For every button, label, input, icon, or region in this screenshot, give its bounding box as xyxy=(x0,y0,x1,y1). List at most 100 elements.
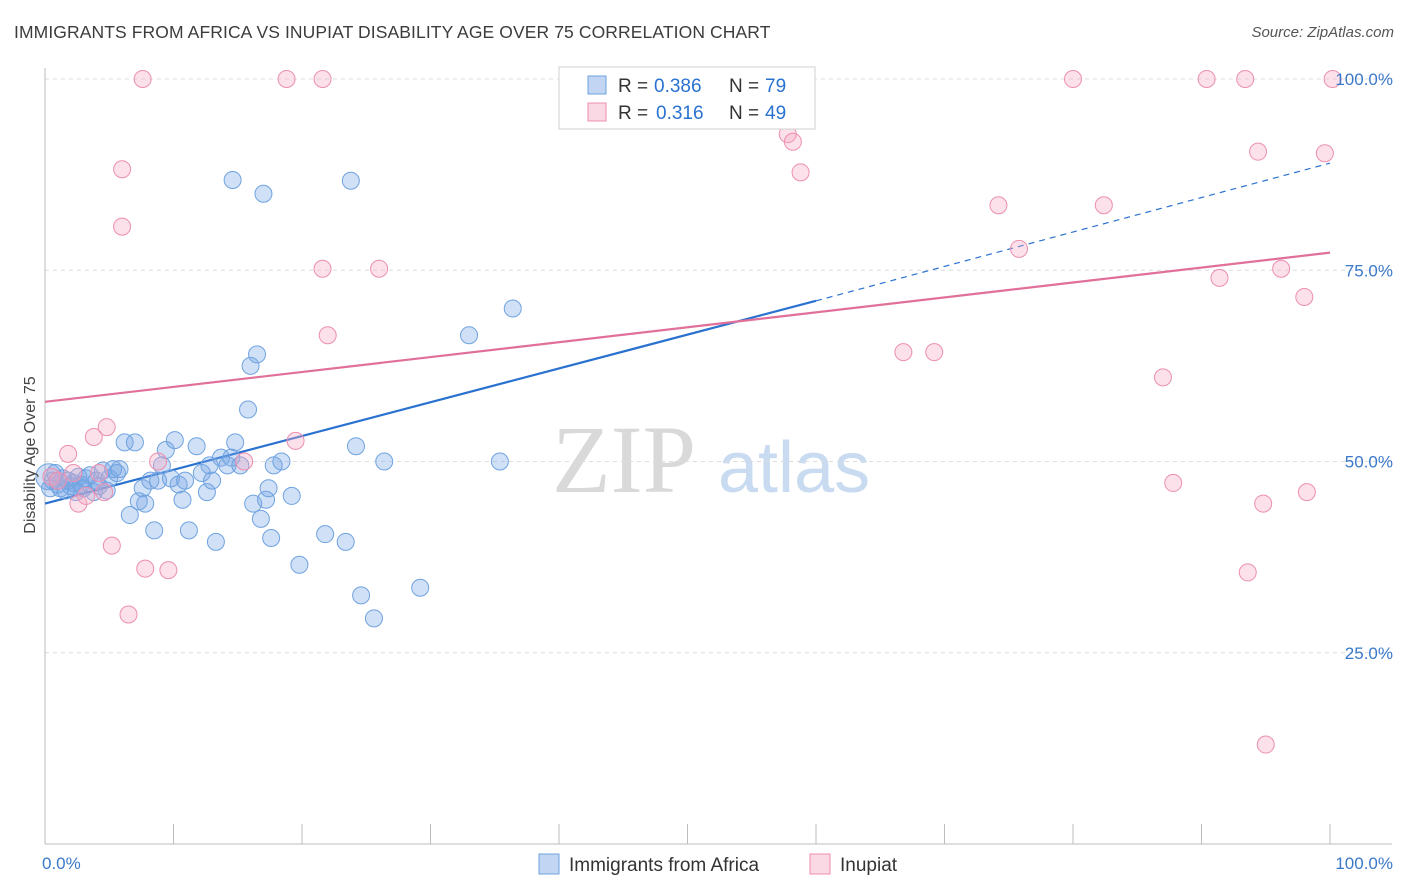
legend-correlation: R = 0.386 N = 79 R = 0.316 N = 49 xyxy=(558,66,816,130)
africa-point xyxy=(262,529,281,547)
africa-point xyxy=(110,460,129,479)
inupiat-point xyxy=(95,483,114,502)
legend-r-label-blue: R = xyxy=(618,76,648,97)
legend-series-label-africa: Immigrants from Africa xyxy=(569,855,759,876)
data-points xyxy=(35,70,1342,754)
africa-point xyxy=(176,471,195,490)
africa-point xyxy=(173,490,192,509)
africa-point xyxy=(120,506,139,525)
inupiat-point xyxy=(159,561,178,580)
africa-point xyxy=(226,433,245,452)
africa-point xyxy=(490,452,509,471)
africa-point xyxy=(115,433,134,452)
africa-point xyxy=(136,494,155,513)
legend-n-label-pink: N = xyxy=(729,103,759,124)
legend-swatch-blue xyxy=(587,75,607,95)
inupiat-point xyxy=(1254,494,1273,513)
africa-point xyxy=(503,299,522,318)
legend-n-value-pink: 49 xyxy=(765,103,786,124)
africa-point xyxy=(133,479,152,498)
chart-title: IMMIGRANTS FROM AFRICA VS INUPIAT DISABI… xyxy=(14,22,771,42)
inupiat-point xyxy=(89,463,108,482)
inupiat-point xyxy=(69,494,88,513)
inupiat-point xyxy=(1323,70,1342,88)
inupiat-point xyxy=(235,452,254,471)
y-tick-label: 50.0% xyxy=(1345,453,1393,472)
africa-point xyxy=(223,170,242,189)
inupiat-point xyxy=(1315,144,1334,163)
legend-r-value-pink: 0.316 xyxy=(656,103,704,124)
inupiat-point xyxy=(136,559,155,578)
africa-point xyxy=(187,437,206,456)
africa-point xyxy=(212,448,231,467)
africa-point xyxy=(282,486,301,505)
inupiat-point xyxy=(119,605,138,624)
watermark-atlas: atlas xyxy=(718,428,870,508)
x-tick-label: 0.0% xyxy=(42,854,81,873)
legend-box xyxy=(558,66,816,130)
inupiat-point xyxy=(1256,735,1275,754)
inupiat-point xyxy=(1249,142,1268,161)
africa-point xyxy=(206,532,225,551)
chart-source: Source: ZipAtlas.com xyxy=(1251,24,1394,41)
tick-labels: 25.0% 50.0% 75.0% 100.0% 0.0% 100.0% xyxy=(42,70,1393,873)
y-tick-label: 25.0% xyxy=(1345,644,1393,663)
legend-series-swatch-africa xyxy=(538,853,560,875)
legend-series-label-inupiat: Inupiat xyxy=(840,855,898,876)
inupiat-point xyxy=(783,132,802,151)
legend-n-label-blue: N = xyxy=(729,76,759,97)
africa-point xyxy=(254,184,273,203)
inupiat-point xyxy=(59,444,78,463)
africa-point xyxy=(192,463,211,482)
inupiat-point xyxy=(77,486,96,505)
africa-point xyxy=(316,525,335,544)
africa-point xyxy=(346,437,365,456)
legend-series: Immigrants from Africa Inupiat xyxy=(538,853,898,876)
africa-point xyxy=(203,471,222,490)
inupiat-point xyxy=(1272,259,1291,278)
inupiat-point xyxy=(313,259,332,278)
inupiat-point xyxy=(1210,268,1229,287)
africa-point xyxy=(364,609,383,628)
inupiat-point xyxy=(1164,473,1183,492)
inupiat-point xyxy=(1010,239,1029,258)
africa-point xyxy=(341,171,360,190)
x-tick-label: 100.0% xyxy=(1335,854,1393,873)
inupiat-point xyxy=(318,326,337,345)
inupiat-point xyxy=(1197,70,1216,88)
africa-point xyxy=(197,483,216,502)
watermark-zip: ZIP xyxy=(552,406,696,513)
inupiat-point xyxy=(97,418,116,437)
africa-point xyxy=(248,345,267,364)
inupiat-point xyxy=(925,343,944,362)
axes xyxy=(44,68,1392,845)
inupiat-point xyxy=(113,160,132,179)
africa-point xyxy=(251,509,270,528)
africa-point xyxy=(336,532,355,551)
inupiat-point xyxy=(989,196,1008,215)
africa-point xyxy=(125,433,144,452)
inupiat-point xyxy=(149,452,168,471)
y-tick-label: 75.0% xyxy=(1345,261,1393,280)
africa-point xyxy=(259,479,278,498)
africa-trend-extension xyxy=(815,162,1331,302)
africa-point xyxy=(241,356,260,375)
inupiat-point xyxy=(64,463,83,482)
inupiat-point xyxy=(286,431,305,450)
africa-point xyxy=(141,471,160,490)
africa-point xyxy=(375,452,394,471)
inupiat-point xyxy=(1153,368,1172,387)
africa-point xyxy=(145,521,164,540)
inupiat-point xyxy=(370,259,389,278)
legend-r-value-blue: 0.386 xyxy=(654,76,702,97)
inupiat-point xyxy=(313,70,332,88)
inupiat-point xyxy=(133,70,152,88)
inupiat-point xyxy=(1297,483,1316,502)
africa-point xyxy=(411,578,430,597)
africa-point xyxy=(239,400,258,419)
inupiat-point xyxy=(113,217,132,236)
inupiat-point xyxy=(48,471,67,490)
legend-n-value-blue: 79 xyxy=(765,76,786,97)
inupiat-point xyxy=(1295,288,1314,307)
